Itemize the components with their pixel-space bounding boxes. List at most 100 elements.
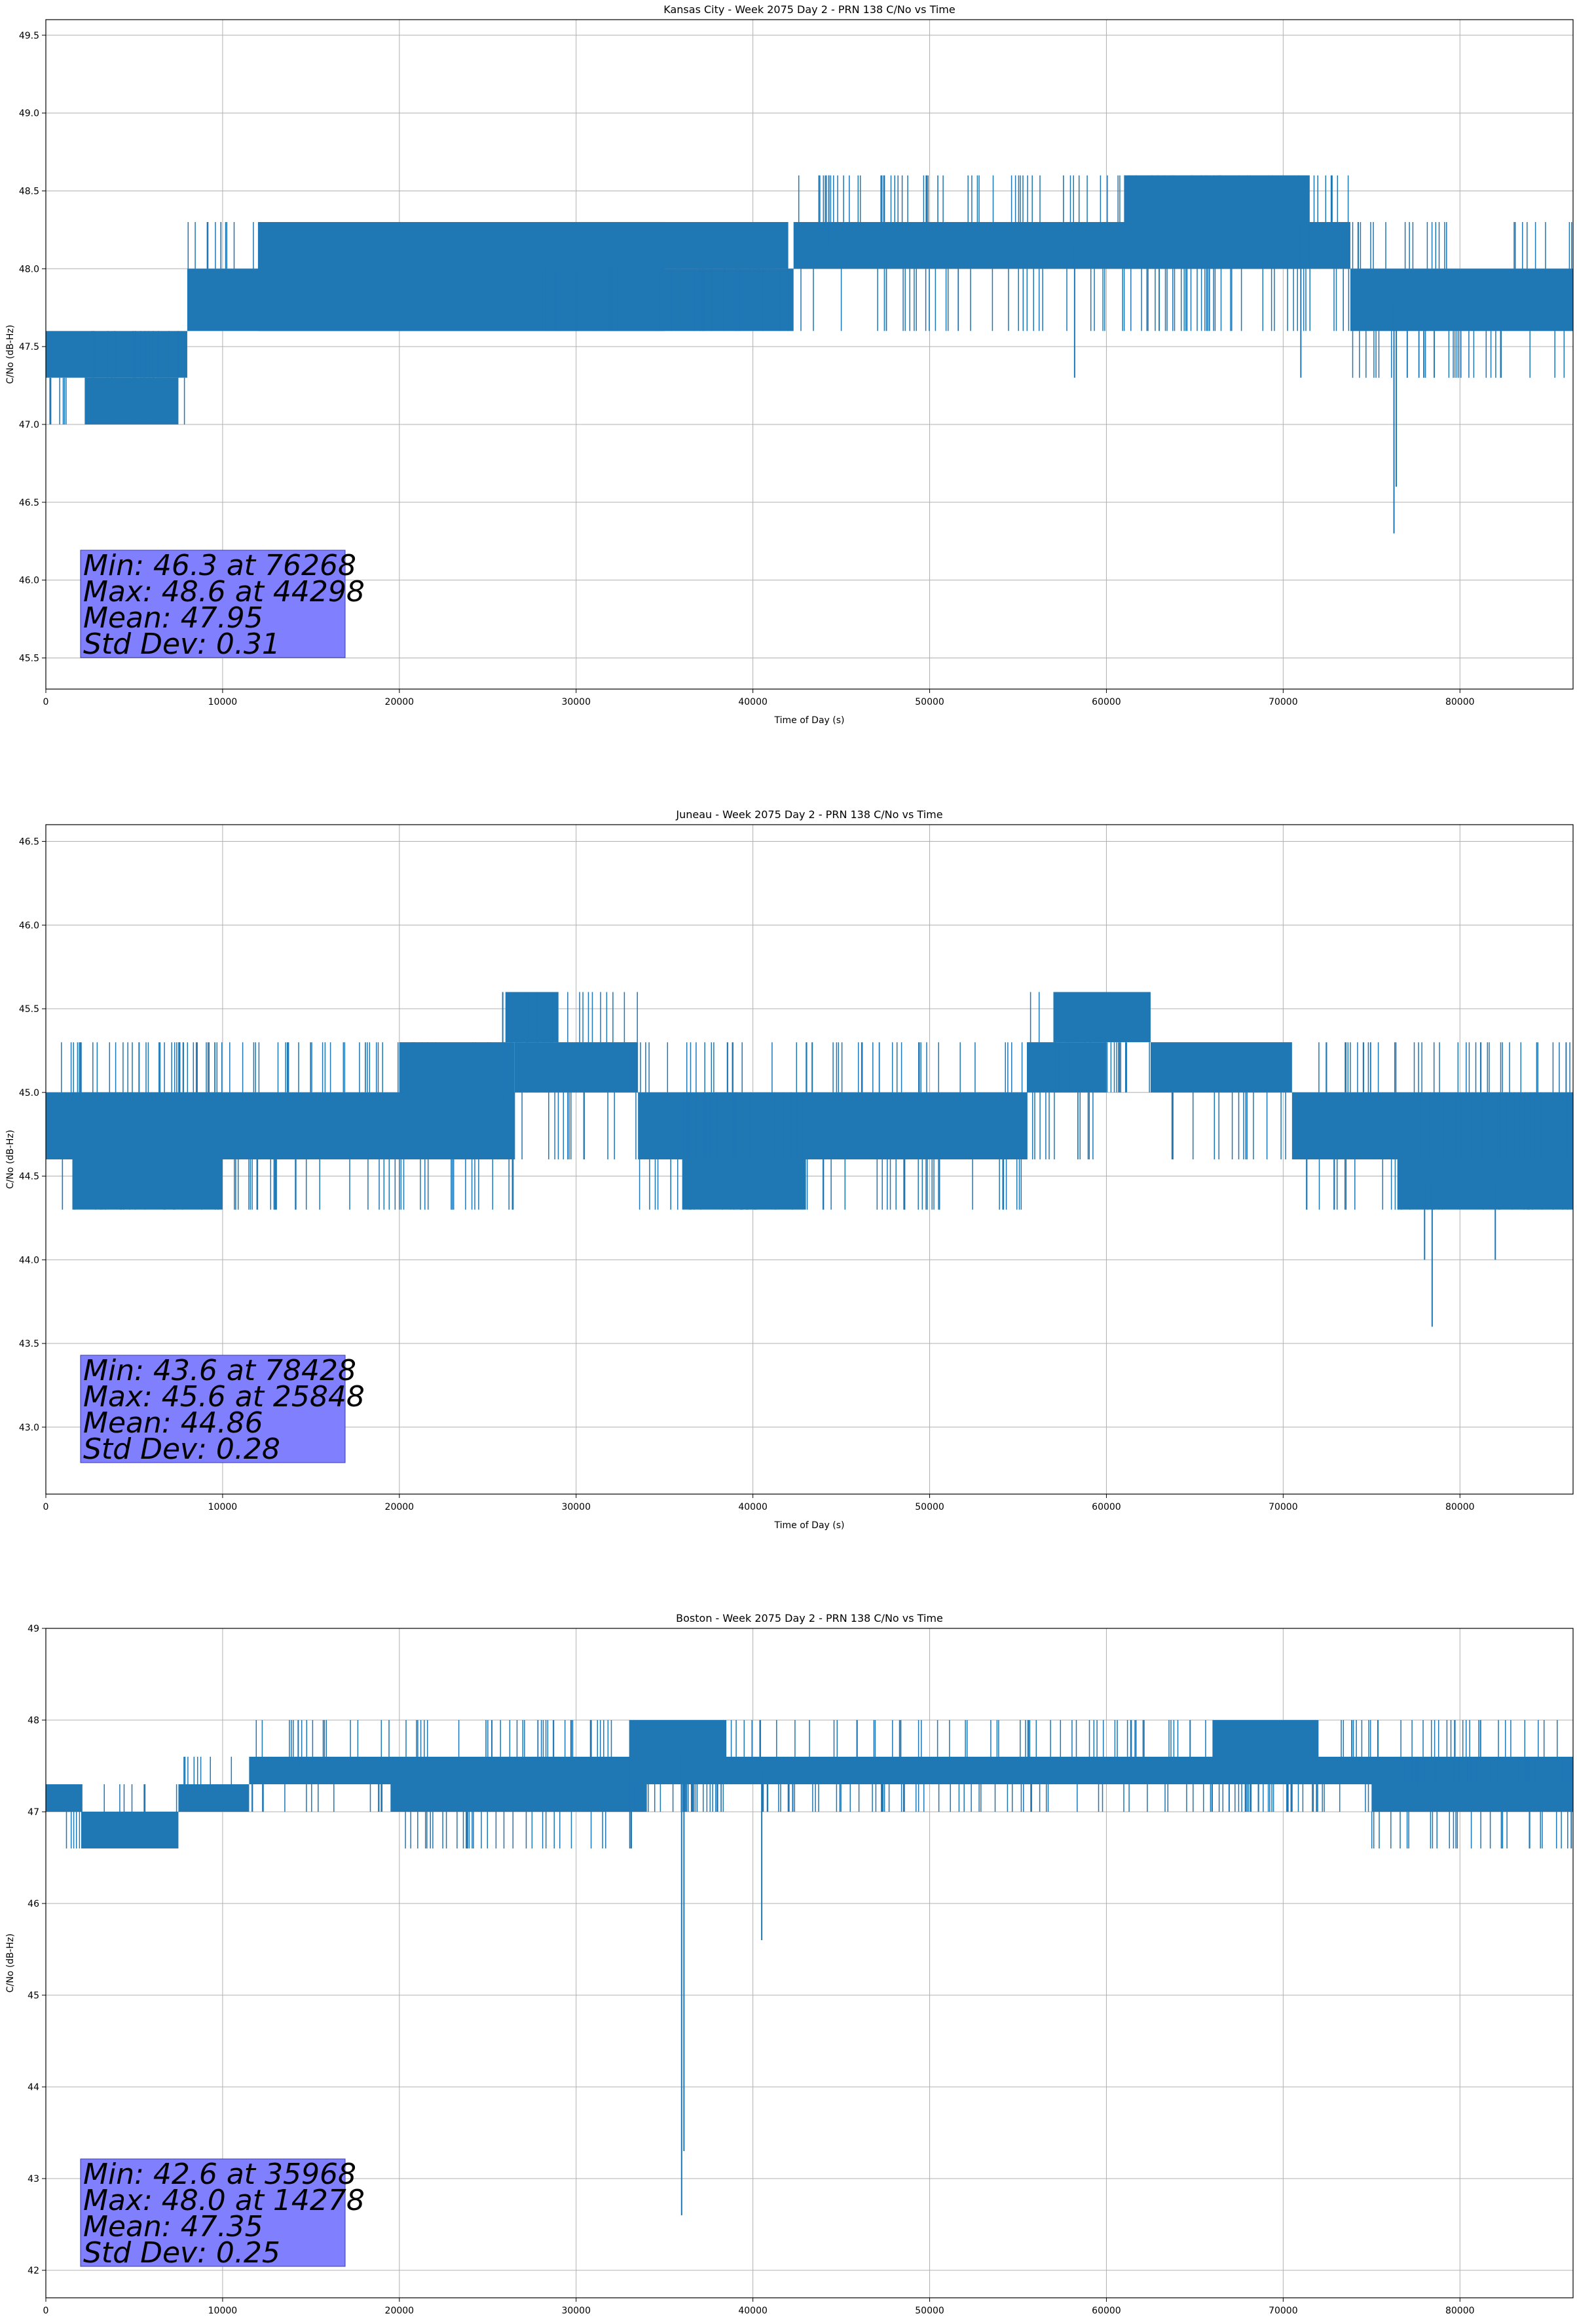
series-band: [1053, 992, 1151, 1043]
series-spikes: [1352, 222, 1572, 378]
x-tick-label: 10000: [208, 1502, 238, 1512]
x-tick-label: 60000: [1092, 2306, 1121, 2316]
series-band: [84, 377, 179, 424]
y-tick-label: 44.0: [19, 1255, 39, 1265]
y-tick-label: 48.0: [19, 264, 39, 274]
y-tick-label: 46: [28, 1899, 39, 1909]
stats-line: Max: 48.6 at 44298: [83, 575, 365, 609]
series-spikes: [1171, 1092, 1286, 1159]
x-tick-label: 80000: [1445, 697, 1475, 707]
x-tick-label: 30000: [561, 697, 591, 707]
series-band: [1371, 1784, 1573, 1812]
series-band: [399, 1042, 515, 1159]
x-tick-label: 0: [43, 1502, 49, 1512]
series-spikes: [541, 269, 788, 331]
series-band: [1026, 1042, 1107, 1093]
series-band: [81, 1812, 179, 1848]
stats-box: [80, 550, 346, 658]
chart-2: 0 10000 20000 30000 40000 50000 60000 70000 8000…: [5, 1612, 1574, 2316]
series-band: [72, 1092, 223, 1210]
stats-box: [80, 1355, 346, 1463]
y-axis-label: C/No (dB-Hz): [5, 1130, 16, 1189]
chart-0: 0 10000 20000 30000 40000 50000 60000 70000 8000…: [5, 3, 1574, 726]
y-tick-label: 45: [28, 1991, 39, 2001]
stats-line: Min: 46.3 at 76268: [83, 549, 356, 582]
series-spikes: [61, 1042, 514, 1210]
series-line: [46, 992, 1573, 1327]
chart-title: Juneau - Week 2075 Day 2 - PRN 138 C/No …: [675, 808, 942, 821]
y-tick-label: 43.5: [19, 1339, 39, 1349]
x-tick-label: 50000: [915, 697, 944, 707]
series-band: [46, 1784, 81, 1812]
y-tick-label: 49: [28, 1624, 39, 1634]
series-line: [46, 1720, 1573, 2215]
y-tick-label: 44.5: [19, 1172, 39, 1182]
x-axis-label: Time of Day (s): [774, 1520, 845, 1531]
y-tick-label: 46.0: [19, 920, 39, 931]
series-band: [1124, 175, 1310, 269]
x-tick-label: 20000: [385, 697, 415, 707]
series-band: [1398, 1159, 1573, 1210]
series-band: [629, 1720, 727, 1784]
stats-line: Max: 45.6 at 25848: [83, 1380, 365, 1414]
x-tick-label: 10000: [208, 697, 238, 707]
x-axis-label: Time of Day (s): [774, 715, 845, 726]
y-tick-label: 45.5: [19, 653, 39, 664]
x-tick-label: 40000: [738, 697, 768, 707]
series-spikes: [682, 1092, 804, 1159]
series-spikes: [183, 1757, 232, 1784]
x-tick-label: 10000: [208, 2306, 238, 2316]
x-tick-label: 70000: [1269, 1502, 1298, 1512]
series-band: [178, 1784, 250, 1812]
series-band: [638, 1092, 1027, 1159]
y-tick-label: 48: [28, 1715, 39, 1726]
x-tick-label: 40000: [738, 2306, 768, 2316]
axes-frame: [45, 1628, 1574, 2298]
series-spikes: [405, 1812, 633, 1848]
y-tick-label: 47.5: [19, 342, 39, 352]
y-tick-label: 49.5: [19, 31, 39, 41]
series-band: [505, 992, 559, 1043]
y-tick-label: 45.5: [19, 1004, 39, 1015]
x-tick-label: 40000: [738, 1502, 768, 1512]
stats-line: Std Dev: 0.28: [83, 1433, 280, 1466]
axes-frame: [45, 824, 1574, 1495]
x-tick-label: 70000: [1269, 697, 1298, 707]
y-tick-label: 46.5: [19, 837, 39, 848]
series-band: [1350, 269, 1573, 331]
series-spikes: [65, 1812, 81, 1848]
chart-title: Boston - Week 2075 Day 2 - PRN 138 C/No …: [676, 1612, 943, 1624]
series-spikes: [1222, 1784, 1318, 1812]
stats-line: Min: 43.6 at 78428: [83, 1354, 356, 1387]
x-tick-label: 20000: [385, 1502, 415, 1512]
series-band: [1291, 1092, 1573, 1159]
stats-box: [80, 2158, 346, 2267]
series-band: [682, 1159, 806, 1210]
series-spikes: [79, 1042, 218, 1093]
stats-line: Std Dev: 0.31: [83, 628, 280, 661]
series-line: [46, 175, 1573, 534]
series-band: [46, 331, 187, 378]
y-tick-label: 48.5: [19, 186, 39, 197]
x-tick-label: 50000: [915, 2306, 944, 2316]
x-tick-label: 30000: [561, 2306, 591, 2316]
y-tick-label: 45.0: [19, 1088, 39, 1098]
x-tick-label: 0: [43, 2306, 49, 2316]
series-spikes: [91, 331, 179, 378]
series-band: [514, 1042, 639, 1093]
y-tick-label: 46.5: [19, 498, 39, 508]
y-tick-label: 47.0: [19, 420, 39, 430]
series-band: [1212, 1720, 1319, 1784]
stats-line: Mean: 47.95: [83, 601, 263, 635]
x-tick-label: 60000: [1092, 1502, 1121, 1512]
stats-line: Mean: 44.86: [83, 1406, 263, 1440]
y-tick-label: 42: [28, 2266, 39, 2276]
series-spikes: [1420, 1092, 1568, 1159]
stats-line: Max: 48.0 at 14278: [83, 2184, 365, 2217]
series-spikes: [49, 377, 185, 424]
stats-line: Min: 42.6 at 35968: [83, 2158, 356, 2191]
x-tick-label: 0: [43, 697, 49, 707]
series-band: [540, 221, 788, 269]
stats-line: Std Dev: 0.25: [83, 2236, 280, 2270]
